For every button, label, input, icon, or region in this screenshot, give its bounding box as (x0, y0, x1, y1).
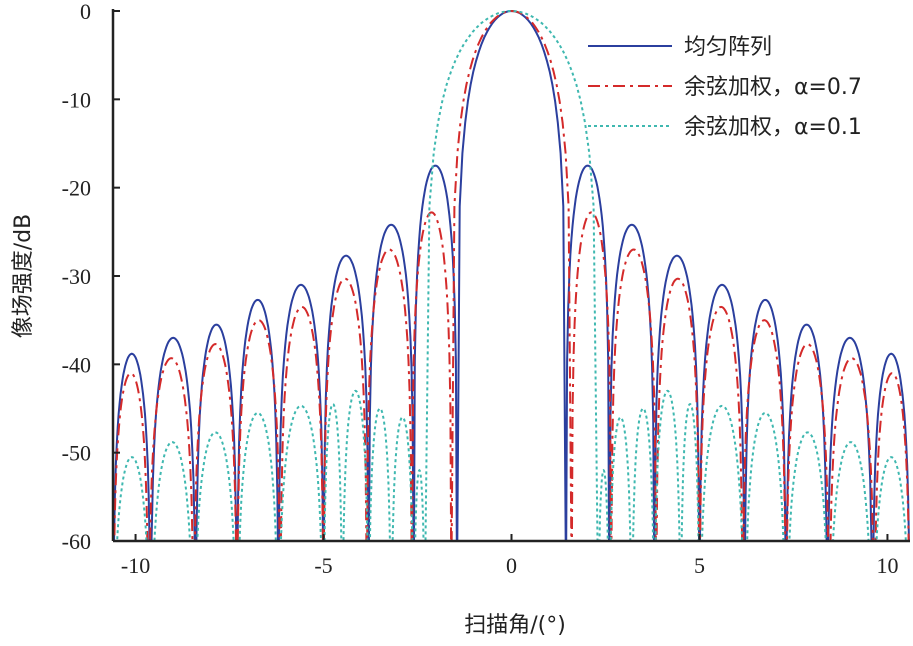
x-tick-label: 0 (506, 553, 517, 578)
y-tick-label: -40 (62, 352, 91, 377)
x-tick-label: 10 (876, 553, 898, 578)
y-tick-label: -60 (62, 529, 91, 554)
y-tick-label: -50 (62, 441, 91, 466)
x-axis-title: 扫描角/(°) (464, 613, 566, 638)
y-tick-label: 0 (80, 0, 91, 24)
x-tick-label: 5 (694, 553, 705, 578)
legend-label-1: 均匀阵列 (684, 35, 772, 60)
ticks: -10 -5 0 5 100-10-20-30-40-50-60 (62, 0, 899, 578)
y-axis-title: 像场强度/dB (11, 214, 36, 338)
y-tick-label: -30 (62, 264, 91, 289)
legend-label-3: 余弦加权，α=0.1 (684, 115, 862, 140)
plot-area (113, 9, 910, 541)
y-tick-label: -20 (62, 176, 91, 201)
series-line-2 (113, 9, 910, 541)
x-tick-label: -10 (121, 553, 150, 578)
y-tick-label: -10 (62, 87, 91, 112)
x-tick-label: -5 (314, 553, 332, 578)
legend-label-2: 余弦加权，α=0.7 (684, 75, 862, 100)
